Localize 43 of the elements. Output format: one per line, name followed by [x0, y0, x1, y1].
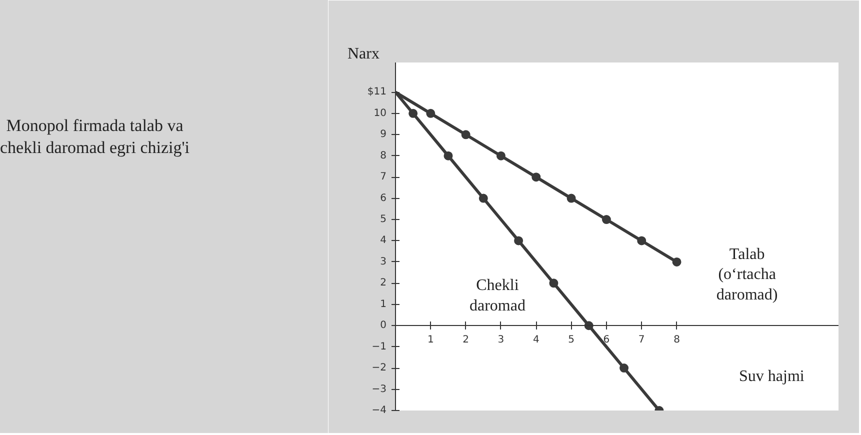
x-tick-label: 7 [638, 334, 645, 346]
y-tick-label: 4 [380, 235, 387, 246]
y-tick-label: 8 [380, 150, 387, 162]
y-tick-label: 9 [380, 129, 387, 140]
point [672, 257, 682, 266]
y-tick-label: 10 [374, 108, 387, 119]
y-tick-label: 1 [380, 298, 387, 310]
point [549, 278, 558, 288]
point [532, 172, 541, 182]
y-tick-label: 7 [380, 172, 387, 183]
point [602, 215, 611, 224]
x-tick-label: 5 [568, 334, 574, 346]
y-tick-label: $11 [367, 86, 387, 98]
point [514, 236, 524, 246]
text: Monopol firmada talab va chekli daromad egri chizig'i [0, 115, 190, 160]
x-tick-label: 1 [427, 334, 434, 346]
point [426, 108, 436, 118]
x-axis-title: Suv hajmi [739, 368, 805, 386]
y-tick-label: 6 [380, 192, 387, 204]
point [637, 236, 646, 246]
point [566, 194, 576, 203]
point [620, 364, 629, 373]
y-tick-label: −1 [372, 341, 387, 352]
y-tick-label: 0 [380, 320, 387, 332]
y-tick-label: 2 [380, 278, 387, 289]
series-label: Chekli daromad [469, 277, 526, 315]
text: Talab (o‘rtacha daromad) [716, 246, 778, 304]
point [461, 130, 470, 140]
point [444, 151, 453, 160]
x-tick-label: 2 [462, 334, 470, 346]
y-tick-label: −3 [372, 384, 387, 395]
y-tick-label: 3 [380, 256, 387, 268]
point [496, 151, 506, 160]
y-axis-title: Narx [348, 46, 380, 62]
x-tick-label: 6 [603, 334, 610, 346]
y-tick-label: −2 [372, 362, 387, 374]
y-tick-label: 5 [380, 214, 387, 226]
x-tick-label: 3 [498, 334, 504, 346]
x-tick-label: 4 [532, 334, 540, 346]
point [408, 108, 418, 118]
x-tick-label: 8 [674, 334, 680, 346]
y-tick-label: −4 [372, 405, 387, 416]
point [478, 194, 488, 203]
